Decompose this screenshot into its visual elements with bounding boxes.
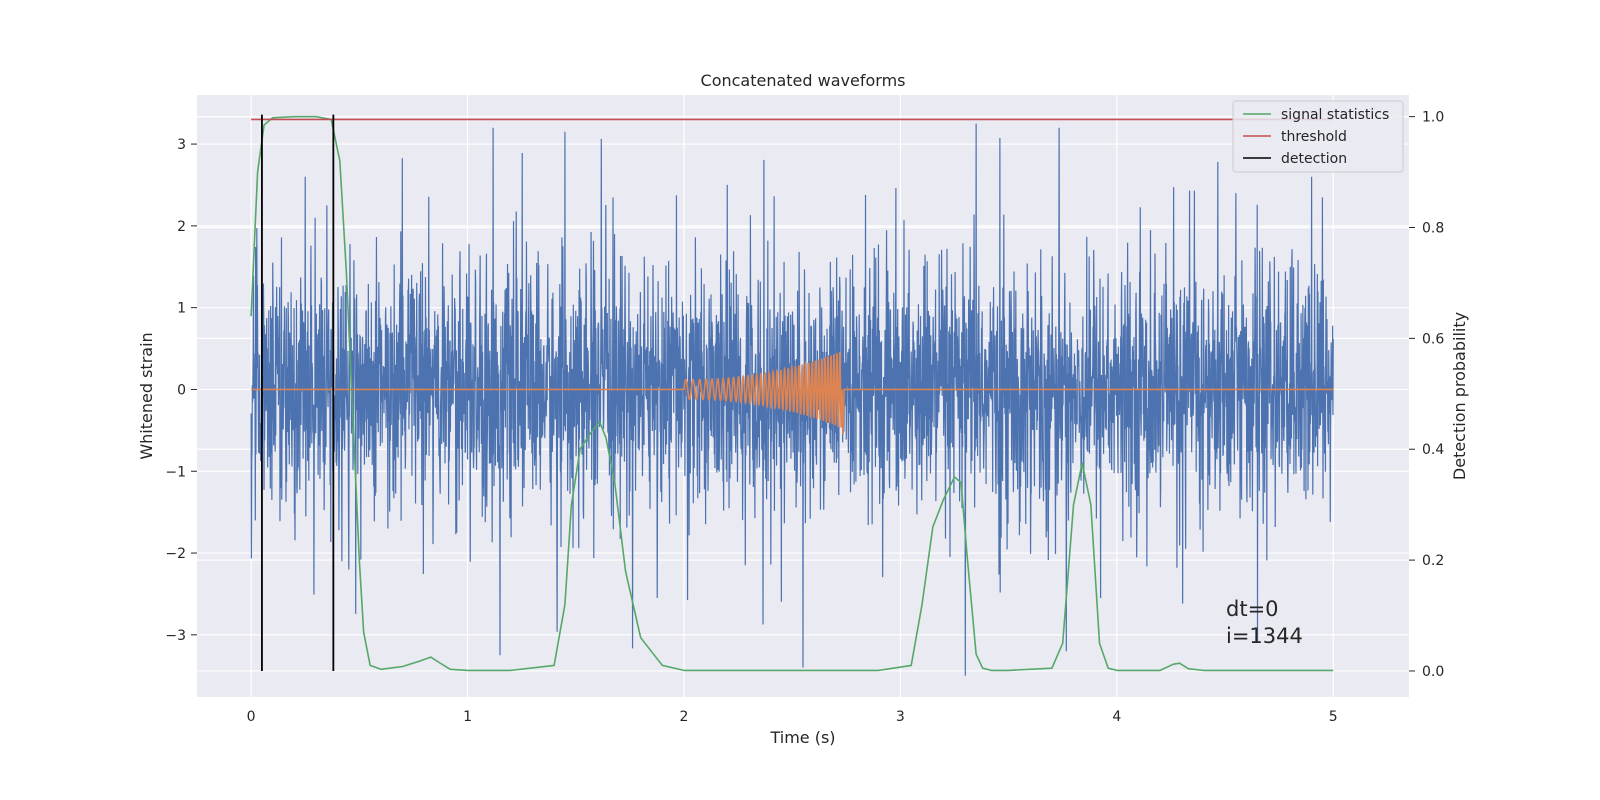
- legend-label-signal-statistics: signal statistics: [1281, 107, 1389, 123]
- y-tick-label: 1: [177, 301, 186, 317]
- y-tick-label: 0: [177, 382, 186, 398]
- legend: signal statistics threshold detection: [1232, 100, 1404, 173]
- template-series: [251, 351, 1334, 435]
- detection-series: [261, 114, 335, 671]
- legend-label-detection: detection: [1281, 151, 1347, 167]
- y-tick-label: 3: [177, 137, 186, 153]
- x-tick-label: 4: [1112, 709, 1121, 725]
- y-tick-label-right: 0.2: [1422, 553, 1444, 569]
- signal-statistics-line: [250, 115, 1334, 672]
- x-tick-label: 3: [896, 709, 905, 725]
- signal-statistics-series: [250, 115, 1334, 672]
- chart-title: Concatenated waveforms: [701, 71, 906, 90]
- x-tick-label: 5: [1329, 709, 1338, 725]
- y-tick-label-right: 1.0: [1422, 110, 1444, 126]
- y-tick-label-right: 0.0: [1422, 664, 1444, 680]
- x-tick-label: 0: [247, 709, 256, 725]
- x-tick-label: 2: [680, 709, 689, 725]
- annotation-index: i=1344: [1226, 624, 1303, 648]
- x-axis-label: Time (s): [769, 728, 835, 747]
- annotation-dt: dt=0: [1226, 597, 1279, 621]
- y-tick-label: −1: [165, 464, 186, 480]
- x-ticks: 0 1 2 3 4 5: [247, 709, 1338, 725]
- y-ticks-left: −3 −2 −1 0 1 2 3: [165, 137, 197, 644]
- y-tick-label: −2: [165, 546, 186, 562]
- y-axis-label-right: Detection probability: [1450, 312, 1469, 480]
- x-tick-label: 1: [463, 709, 472, 725]
- y-tick-label-right: 0.6: [1422, 331, 1444, 347]
- y-tick-label-right: 0.8: [1422, 220, 1444, 236]
- y-tick-label-right: 0.4: [1422, 442, 1444, 458]
- template-line: [251, 351, 1334, 435]
- y-tick-label: −3: [165, 628, 186, 644]
- legend-label-threshold: threshold: [1281, 129, 1347, 145]
- y-tick-label: 2: [177, 219, 186, 235]
- y-ticks-right: 0.0 0.2 0.4 0.6 0.8 1.0: [1409, 110, 1444, 680]
- y-axis-label: Whitened strain: [137, 332, 156, 459]
- legend-box: [1232, 100, 1404, 173]
- annotations: dt=0 i=1344: [1226, 597, 1303, 648]
